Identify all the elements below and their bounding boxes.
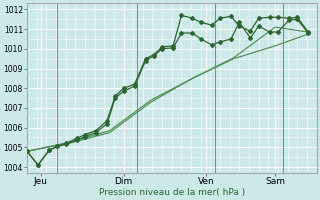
X-axis label: Pression niveau de la mer( hPa ): Pression niveau de la mer( hPa ) xyxy=(99,188,245,197)
